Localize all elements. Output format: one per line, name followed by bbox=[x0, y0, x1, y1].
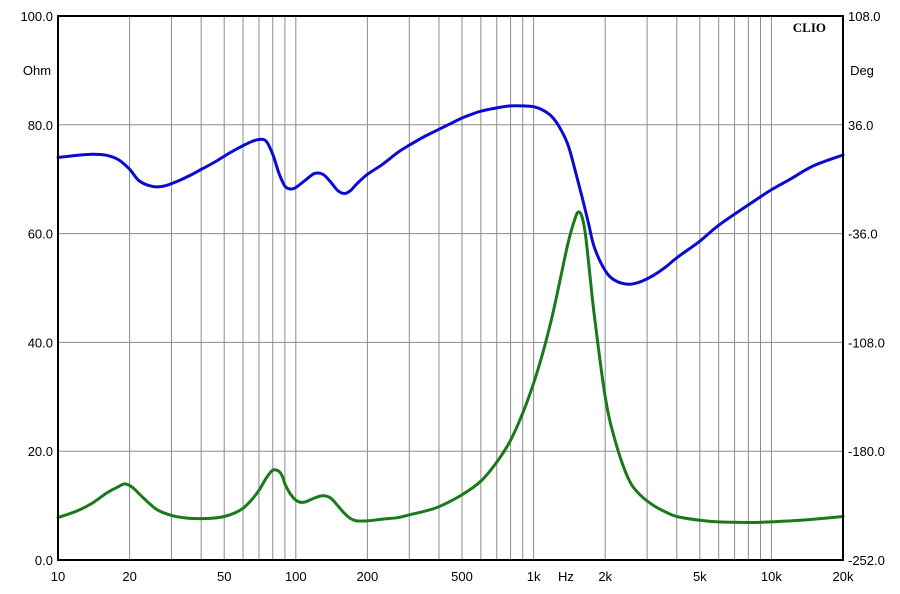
plot-frame bbox=[57, 15, 844, 561]
y-right-tick-label: 36.0 bbox=[848, 118, 873, 133]
x-tick-label: 10k bbox=[761, 569, 782, 584]
y-right-tick-label: -252.0 bbox=[848, 553, 885, 568]
left-axis-unit: Ohm bbox=[23, 63, 51, 78]
right-axis-unit: Deg bbox=[850, 63, 874, 78]
x-tick-label: 200 bbox=[357, 569, 379, 584]
y-left-tick-label: 40.0 bbox=[28, 335, 53, 350]
axis-labels: 10 20 50 100 200 500 1k 2k 5k 10k 20k 0.0 20.0 40.0 60… bbox=[20, 9, 884, 584]
x-tick-label: 100 bbox=[285, 569, 307, 584]
y-left-tick-label: 20.0 bbox=[28, 444, 53, 459]
y-left-tick-label: 60.0 bbox=[28, 227, 53, 242]
y-right-tick-label: 108.0 bbox=[848, 9, 881, 24]
grid-lines bbox=[57, 15, 844, 561]
y-left-tick-label: 80.0 bbox=[28, 118, 53, 133]
x-axis-unit: Hz bbox=[558, 569, 574, 584]
x-tick-label: 20k bbox=[833, 569, 854, 584]
y-left-tick-label: 100.0 bbox=[20, 9, 53, 24]
x-tick-label: 20 bbox=[122, 569, 136, 584]
phase-curve bbox=[56, 104, 845, 286]
x-tick-label: 10 bbox=[51, 569, 65, 584]
y-right-tick-label: -108.0 bbox=[848, 335, 885, 350]
x-tick-label: 50 bbox=[217, 569, 231, 584]
series-layer bbox=[56, 104, 845, 524]
impedance-curve bbox=[56, 210, 845, 524]
x-tick-label: 1k bbox=[527, 569, 541, 584]
x-tick-label: 500 bbox=[451, 569, 473, 584]
brand-label: CLIO bbox=[793, 20, 826, 35]
y-left-tick-label: 0.0 bbox=[35, 553, 53, 568]
x-tick-label: 2k bbox=[598, 569, 612, 584]
x-tick-label: 5k bbox=[693, 569, 707, 584]
y-right-tick-label: -180.0 bbox=[848, 444, 885, 459]
y-right-tick-label: -36.0 bbox=[848, 227, 878, 242]
